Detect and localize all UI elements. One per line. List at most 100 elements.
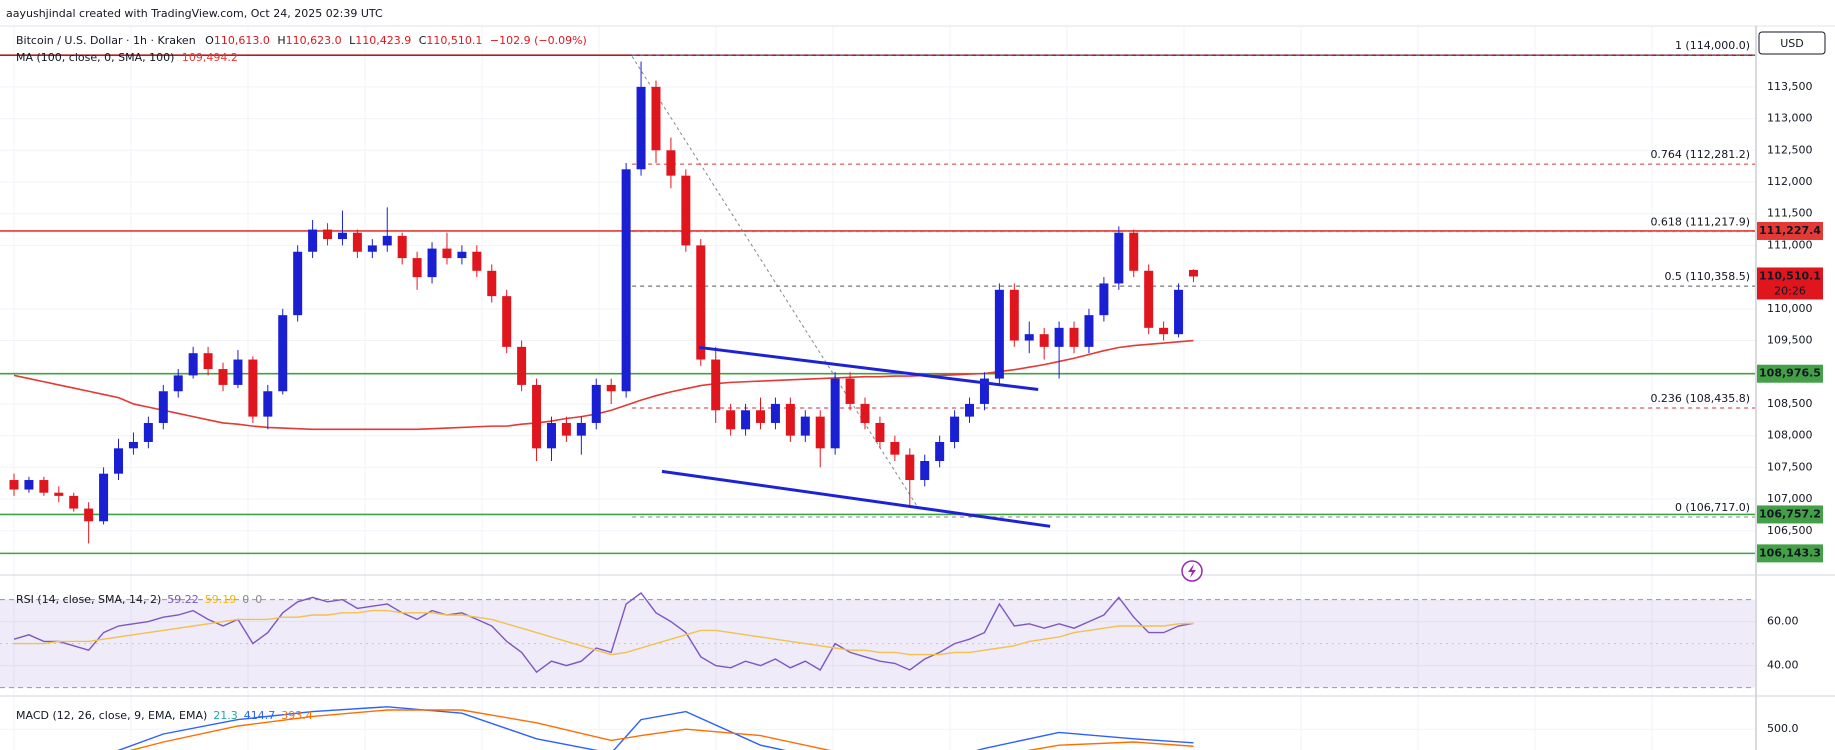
candle-body (203, 353, 213, 370)
candle-body (950, 416, 960, 442)
candle-body (188, 353, 198, 376)
candle-body (158, 391, 168, 423)
y-tick-label: 111,500 (1767, 207, 1813, 220)
candle-body (994, 289, 1004, 379)
ohlc-key: C (419, 34, 427, 47)
ohlc-value: 110,423.9 (355, 34, 411, 47)
price-badge-label: 106,757.2 (1759, 507, 1821, 520)
indicator-value: 0 (242, 593, 249, 606)
candle-body (1009, 289, 1019, 341)
candle-body (651, 86, 661, 151)
indicator-value: 59.19 (205, 593, 237, 606)
attribution: aayushjindal created with TradingView.co… (6, 7, 383, 20)
candle-body (9, 480, 19, 490)
fib-label: 1 (114,000.0) (1675, 39, 1750, 52)
price-badge (1757, 544, 1823, 563)
candle-body (576, 422, 586, 436)
indicator-line (129, 709, 1194, 750)
candle-body (726, 410, 736, 430)
candle-body (263, 391, 273, 417)
price-axis: 106,500 107,000 107,500 108,000 108,500 109,5… (1757, 80, 1823, 735)
candle-body (323, 229, 333, 240)
candle-body (890, 441, 900, 455)
candle-body (128, 441, 138, 449)
indicator-title: RSI (14, close, SMA, 14, 2) (16, 593, 161, 606)
price-badge (1757, 505, 1823, 524)
candle-body (1084, 315, 1094, 347)
currency: USD (1780, 37, 1804, 50)
ohlc-key: L (349, 34, 356, 47)
candle-body (352, 232, 362, 252)
candle-body (1039, 334, 1049, 347)
change: −102.9 (−0.09%) (490, 34, 587, 47)
candle-body (905, 454, 915, 481)
y-tick-label: 108,000 (1767, 429, 1813, 442)
indicator-line (13, 592, 1194, 674)
candle-body (621, 169, 631, 392)
candle-body (367, 245, 377, 252)
y-tick-label: 112,500 (1767, 143, 1813, 156)
indicator-value: 0 (255, 593, 262, 606)
candle-body (532, 384, 542, 449)
candle-body (875, 422, 885, 442)
last-price-label: 110,510.1 (1759, 269, 1821, 282)
candle-body (24, 480, 34, 490)
last-price-badge (1757, 267, 1823, 300)
ohlc-key: H (277, 34, 285, 47)
y-tick-label: 112,000 (1767, 175, 1813, 188)
trendline (661, 469, 1051, 528)
candle-body (681, 175, 691, 246)
candle-body (412, 258, 422, 278)
candle-body (1174, 289, 1184, 335)
candle-body (920, 461, 930, 481)
candle-body (248, 359, 258, 417)
ohlc-value: 110,623.0 (286, 34, 342, 47)
candle-body (666, 150, 676, 176)
candle-body (845, 378, 855, 404)
candle-body (770, 403, 780, 423)
candle-body (173, 375, 183, 392)
candle-body (815, 416, 825, 449)
candle-body (1069, 327, 1079, 347)
countdown: 20:26 (1774, 284, 1806, 297)
candle-body (1099, 283, 1109, 316)
indicator-value: 59.22 (167, 593, 199, 606)
price-badge-label: 106,143.3 (1759, 546, 1821, 559)
price-badge (1757, 364, 1823, 383)
candle-body (99, 473, 109, 522)
symbol: Bitcoin / U.S. Dollar · 1h · Kraken (16, 34, 196, 47)
fib-anchor-line (631, 56, 920, 510)
indicator-value: 414.7 (244, 709, 276, 722)
candle-body (785, 403, 795, 436)
candle-body (591, 384, 601, 423)
y-tick-label: 109,500 (1767, 334, 1813, 347)
candle-body (696, 245, 706, 360)
candle-body (472, 251, 482, 271)
price-pane (0, 54, 1755, 555)
candle-body (830, 378, 840, 449)
indicator-line (14, 609, 1194, 656)
y-tick-label: 111,000 (1767, 238, 1813, 251)
candle-body (427, 248, 437, 278)
candle-body (636, 86, 646, 170)
candle-body (756, 410, 765, 423)
candle-body (308, 229, 318, 252)
candle-body (979, 378, 989, 404)
y-tick-label: 40.00 (1767, 659, 1799, 672)
fib-label: 0.764 (112,281.2) (1650, 148, 1750, 161)
currency-box (1758, 31, 1826, 55)
candle-body (606, 384, 616, 392)
ma-name: MA (100, close, 0, SMA, 100) (16, 51, 174, 64)
candle-body (39, 480, 49, 493)
event-icon-bolt (1188, 564, 1196, 578)
y-tick-label: 500.0 (1767, 722, 1799, 735)
y-tick-label: 106,500 (1767, 524, 1813, 537)
y-tick-label: 113,000 (1767, 112, 1813, 125)
rsi-pane (0, 592, 1755, 689)
candle-body (84, 508, 94, 522)
candle-body (935, 441, 945, 462)
ma-header: MA (100, close, 0, SMA, 100) 109,494.2 (16, 51, 238, 64)
ohlc-value: 110,613.0 (214, 34, 270, 47)
ma-value: 109,494.2 (182, 51, 238, 64)
